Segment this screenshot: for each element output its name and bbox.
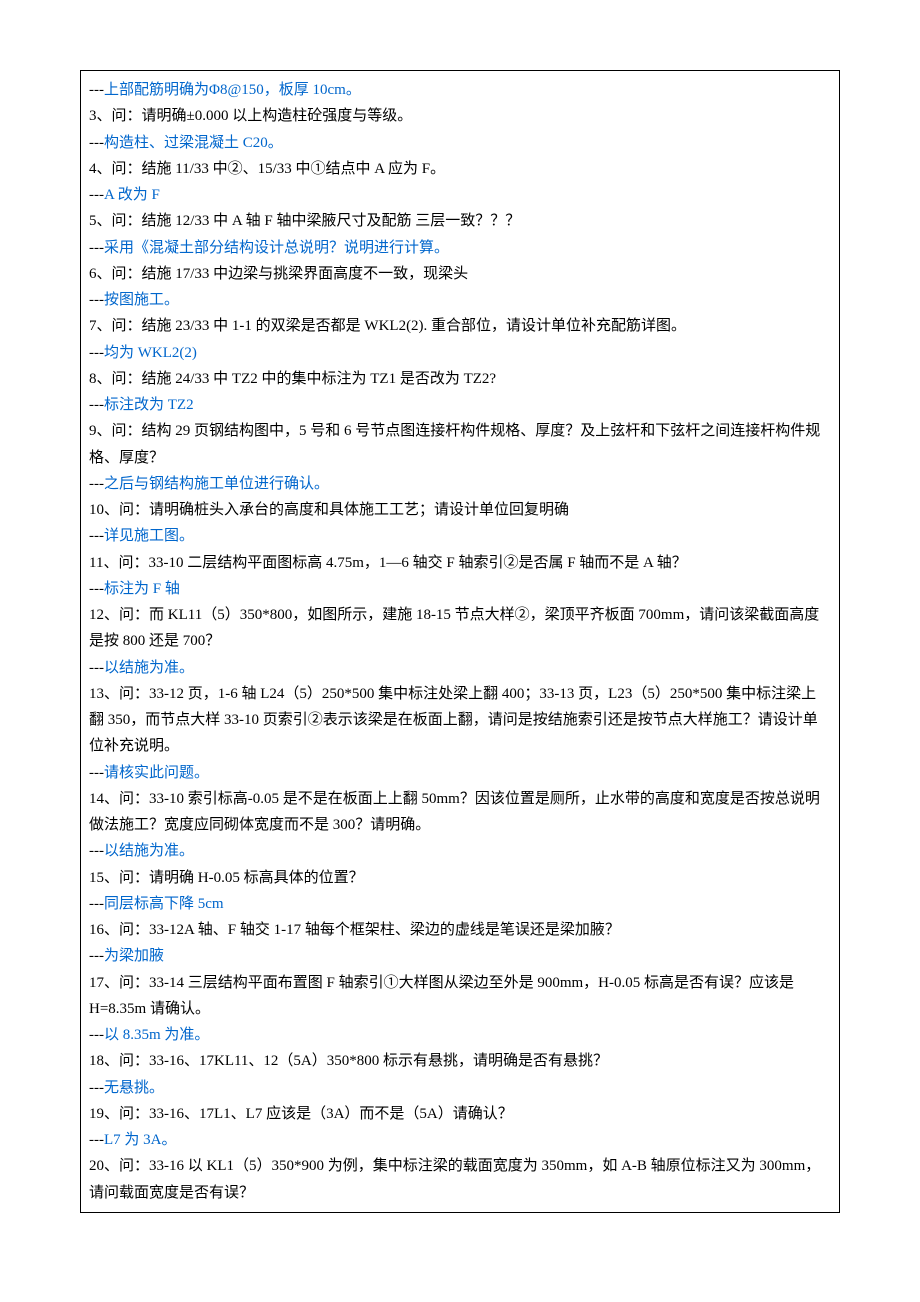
answer-line: ---请核实此问题。 xyxy=(89,760,831,786)
answer-text: 为梁加腋 xyxy=(104,948,164,964)
question-line: 6、问：结施 17/33 中边梁与挑梁界面高度不一致，现梁头 xyxy=(89,261,831,287)
answer-prefix: --- xyxy=(89,476,104,492)
answer-line: ---构造柱、过梁混凝土 C20。 xyxy=(89,130,831,156)
question-line: 20、问：33-16 以 KL1（5）350*900 为例，集中标注梁的载面宽度… xyxy=(89,1153,831,1206)
answer-line: ---详见施工图。 xyxy=(89,523,831,549)
answer-text: 按图施工。 xyxy=(104,292,179,308)
answer-line: ---按图施工。 xyxy=(89,287,831,313)
question-line: 8、问：结施 24/33 中 TZ2 中的集中标注为 TZ1 是否改为 TZ2? xyxy=(89,366,831,392)
answer-text: 无悬挑。 xyxy=(104,1080,164,1096)
question-line: 7、问：结施 23/33 中 1-1 的双梁是否都是 WKL2(2). 重合部位… xyxy=(89,313,831,339)
answer-text: 采用《混凝土部分结构设计总说明？说明进行计算。 xyxy=(104,240,449,256)
answer-text: 同层标高下降 5cm xyxy=(104,896,224,912)
answer-text: 构造柱、过梁混凝土 C20。 xyxy=(104,135,283,151)
answer-line: ---以结施为准。 xyxy=(89,655,831,681)
answer-text: 以 8.35m 为准。 xyxy=(104,1027,209,1043)
answer-text: L7 为 3A。 xyxy=(104,1132,177,1148)
answer-line: ---之后与钢结构施工单位进行确认。 xyxy=(89,471,831,497)
answer-prefix: --- xyxy=(89,1027,104,1043)
answer-prefix: --- xyxy=(89,660,104,676)
answer-line: ---A 改为 F xyxy=(89,182,831,208)
answer-prefix: --- xyxy=(89,528,104,544)
question-line: 3、问：请明确±0.000 以上构造柱砼强度与等级。 xyxy=(89,103,831,129)
answer-text: 以结施为准。 xyxy=(104,660,194,676)
answer-prefix: --- xyxy=(89,843,104,859)
answer-prefix: --- xyxy=(89,292,104,308)
answer-text: 详见施工图。 xyxy=(104,528,194,544)
answer-line: ---标注改为 TZ2 xyxy=(89,392,831,418)
document-cell: ---上部配筋明确为Φ8@150，板厚 10cm。3、问：请明确±0.000 以… xyxy=(80,70,840,1213)
answer-line: ---采用《混凝土部分结构设计总说明？说明进行计算。 xyxy=(89,235,831,261)
answer-text: 均为 WKL2(2) xyxy=(104,345,197,361)
answer-prefix: --- xyxy=(89,397,104,413)
answer-text: 标注为 F 轴 xyxy=(104,581,180,597)
answer-text: 上部配筋明确为Φ8@150，板厚 10cm。 xyxy=(104,82,361,98)
answer-text: A 改为 F xyxy=(104,187,160,203)
answer-prefix: --- xyxy=(89,135,104,151)
answer-line: ---为梁加腋 xyxy=(89,943,831,969)
question-line: 16、问：33-12A 轴、F 轴交 1-17 轴每个框架柱、梁边的虚线是笔误还… xyxy=(89,917,831,943)
answer-text: 请核实此问题。 xyxy=(104,765,209,781)
answer-line: ---L7 为 3A。 xyxy=(89,1127,831,1153)
question-line: 13、问：33-12 页，1-6 轴 L24（5）250*500 集中标注处梁上… xyxy=(89,681,831,760)
question-line: 17、问：33-14 三层结构平面布置图 F 轴索引①大样图从梁边至外是 900… xyxy=(89,970,831,1023)
answer-prefix: --- xyxy=(89,948,104,964)
answer-line: ---同层标高下降 5cm xyxy=(89,891,831,917)
question-line: 19、问：33-16、17L1、L7 应该是（3A）而不是（5A）请确认？ xyxy=(89,1101,831,1127)
answer-text: 之后与钢结构施工单位进行确认。 xyxy=(104,476,329,492)
answer-prefix: --- xyxy=(89,581,104,597)
answer-text: 标注改为 TZ2 xyxy=(104,397,194,413)
question-line: 18、问：33-16、17KL11、12（5A）350*800 标示有悬挑，请明… xyxy=(89,1048,831,1074)
question-line: 14、问：33-10 索引标高-0.05 是不是在板面上上翻 50mm？因该位置… xyxy=(89,786,831,839)
question-line: 11、问：33-10 二层结构平面图标高 4.75m，1—6 轴交 F 轴索引②… xyxy=(89,550,831,576)
answer-prefix: --- xyxy=(89,240,104,256)
answer-line: ---以结施为准。 xyxy=(89,838,831,864)
question-line: 12、问：而 KL11（5）350*800，如图所示，建施 18-15 节点大样… xyxy=(89,602,831,655)
question-line: 9、问：结构 29 页钢结构图中，5 号和 6 号节点图连接杆构件规格、厚度？及… xyxy=(89,418,831,471)
answer-prefix: --- xyxy=(89,345,104,361)
question-line: 15、问：请明确 H-0.05 标高具体的位置？ xyxy=(89,865,831,891)
answer-line: ---标注为 F 轴 xyxy=(89,576,831,602)
answer-line: ---无悬挑。 xyxy=(89,1075,831,1101)
answer-prefix: --- xyxy=(89,896,104,912)
answer-prefix: --- xyxy=(89,1080,104,1096)
question-line: 5、问：结施 12/33 中 A 轴 F 轴中梁腋尺寸及配筋 三层一致？？？ xyxy=(89,208,831,234)
question-line: 10、问：请明确桩头入承台的高度和具体施工工艺；请设计单位回复明确 xyxy=(89,497,831,523)
answer-line: ---上部配筋明确为Φ8@150，板厚 10cm。 xyxy=(89,77,831,103)
question-line: 4、问：结施 11/33 中②、15/33 中①结点中 A 应为 F。 xyxy=(89,156,831,182)
answer-line: ---均为 WKL2(2) xyxy=(89,340,831,366)
answer-prefix: --- xyxy=(89,1132,104,1148)
answer-prefix: --- xyxy=(89,82,104,98)
answer-line: ---以 8.35m 为准。 xyxy=(89,1022,831,1048)
answer-prefix: --- xyxy=(89,187,104,203)
answer-text: 以结施为准。 xyxy=(104,843,194,859)
answer-prefix: --- xyxy=(89,765,104,781)
